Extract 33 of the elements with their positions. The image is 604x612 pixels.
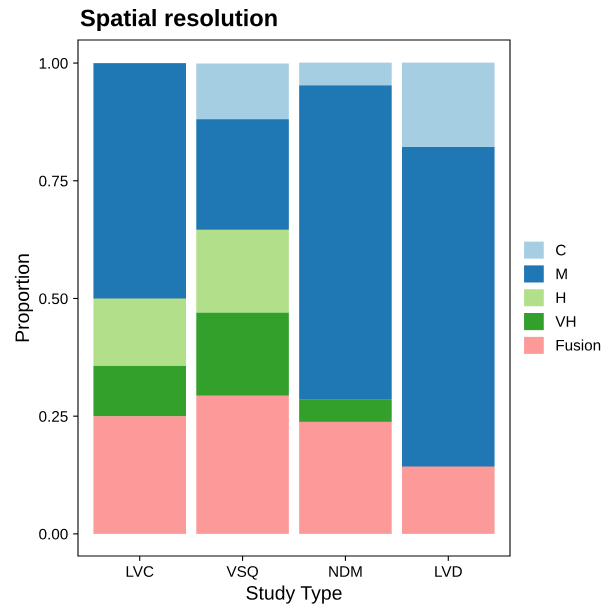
bar — [299, 399, 392, 422]
legend-label: Fusion — [556, 339, 600, 351]
bar — [93, 416, 186, 534]
bar — [196, 230, 289, 313]
x-tick-label: NDM — [329, 566, 362, 577]
x-axis-title: Study Type — [246, 586, 342, 604]
bar — [196, 395, 289, 534]
bar — [93, 366, 186, 416]
chart-title: Spatial resolution — [80, 8, 277, 32]
bar — [402, 62, 495, 147]
y-tick-label: 0.75 — [39, 176, 68, 186]
y-tick-label: 0.50 — [39, 293, 68, 304]
y-axis-title: Proportion — [14, 254, 33, 342]
legend-label: VH — [555, 316, 576, 327]
x-tick-label: LVC — [126, 566, 154, 577]
bar — [196, 64, 289, 120]
bar — [299, 422, 392, 534]
legend-label: M — [556, 268, 567, 280]
bar — [93, 63, 186, 298]
bar — [93, 298, 186, 366]
bar — [402, 466, 495, 534]
bar — [196, 119, 289, 230]
x-tick-label: LVD — [435, 566, 462, 577]
legend-label: H — [556, 292, 566, 303]
bar — [402, 146, 495, 467]
y-tick-label: 0.25 — [39, 411, 68, 422]
legend-label: C — [556, 244, 566, 256]
bar — [299, 62, 392, 86]
bar — [299, 85, 392, 400]
x-tick-label: VSQ — [226, 566, 258, 580]
y-tick-label: 1.00 — [40, 58, 68, 69]
y-tick-label: 0.00 — [39, 528, 68, 540]
bar — [196, 312, 289, 396]
